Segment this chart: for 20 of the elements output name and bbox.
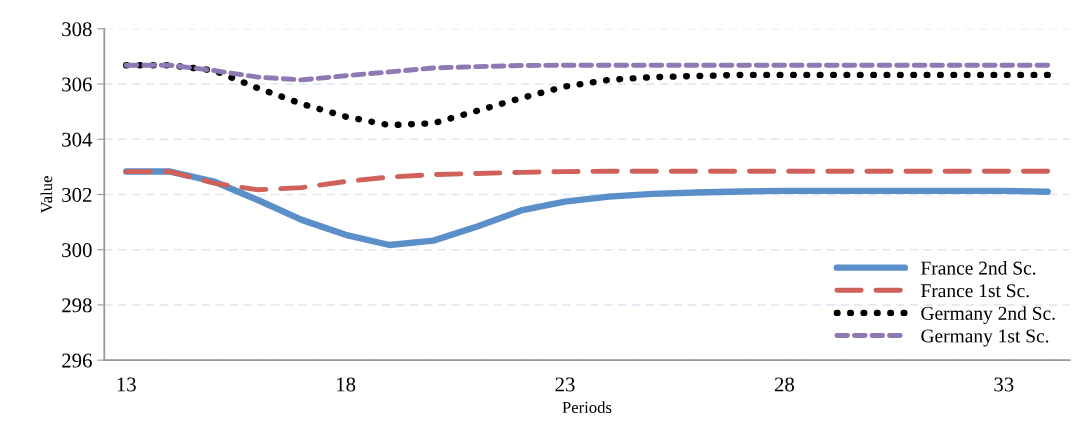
line-series <box>123 168 1051 193</box>
x-tick-label: 28 <box>774 377 795 392</box>
x-tick-label: 23 <box>555 377 575 392</box>
x-axis-title: Periods <box>562 401 612 413</box>
line-series <box>123 62 1051 83</box>
y-tick-label: 298 <box>62 298 92 313</box>
y-tick-label: 308 <box>62 22 92 37</box>
x-tick-label: 33 <box>994 377 1014 392</box>
y-axis-title: Value <box>40 176 53 214</box>
legend-label: Germany 1st Sc. <box>921 329 1049 347</box>
legend-label: Germany 2nd Sc. <box>921 306 1055 324</box>
y-tick-label: 302 <box>62 187 92 202</box>
x-tick-label: 18 <box>337 377 356 392</box>
y-tick-label: 300 <box>62 243 92 258</box>
x-tick-label: 13 <box>117 377 136 392</box>
legend-label: France 2nd Sc. <box>921 260 1036 275</box>
y-tick-label: 304 <box>62 132 93 147</box>
y-tick-label: 296 <box>62 353 92 368</box>
y-tick-label: 306 <box>62 77 92 92</box>
legend-label: France 1st Sc. <box>921 284 1029 298</box>
